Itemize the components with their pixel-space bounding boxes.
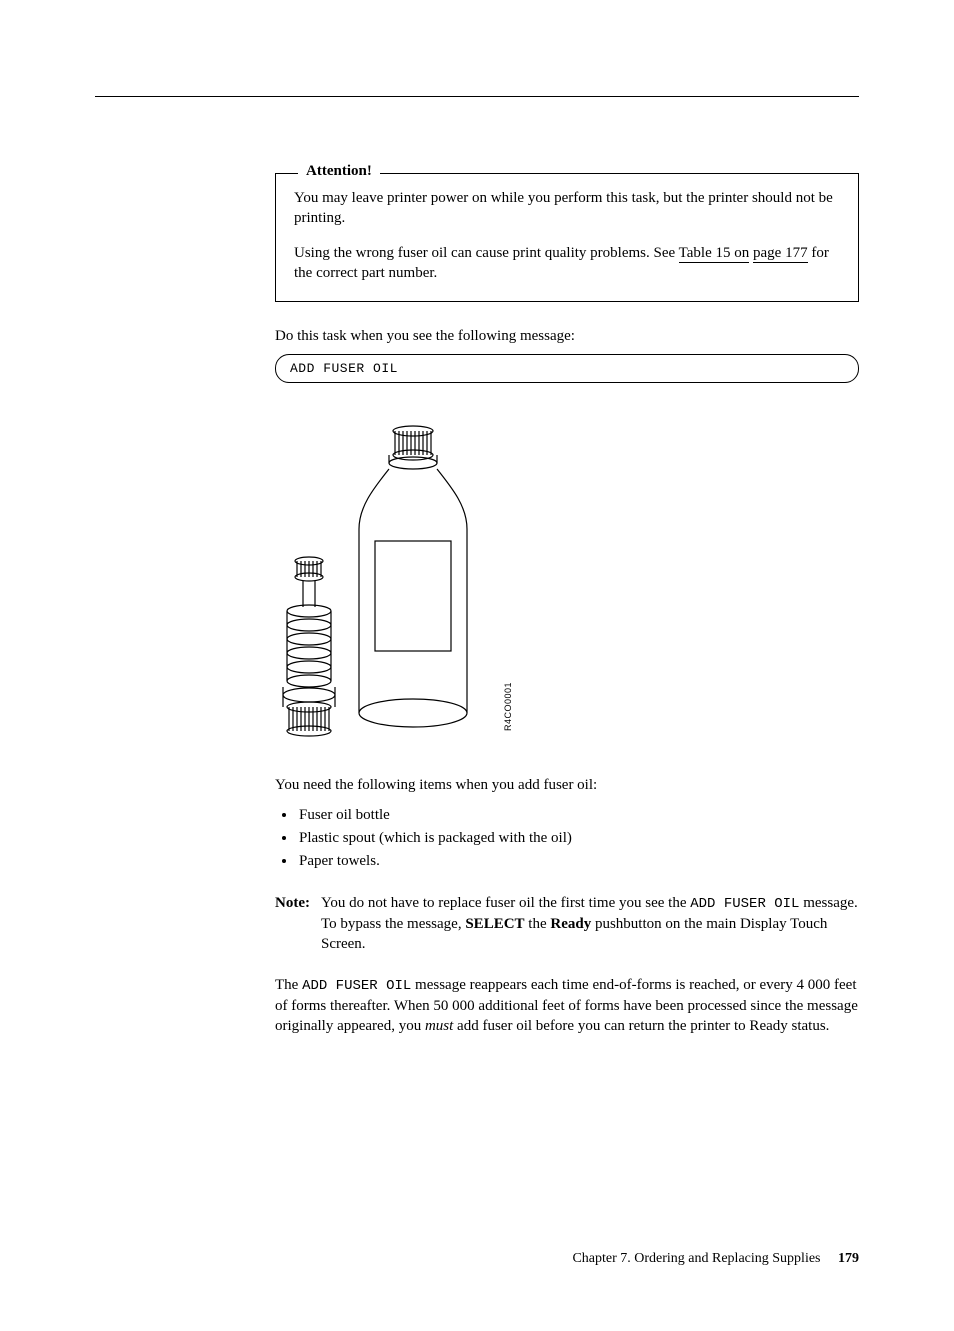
note-t3: the [525, 916, 551, 932]
note-body: You do not have to replace fuser oil the… [321, 893, 859, 954]
page: Attention! You may leave printer power o… [0, 96, 954, 1331]
message-bar: ADD FUSER OIL [275, 354, 859, 383]
list-item: Plastic spout (which is packaged with th… [297, 827, 859, 850]
items-list: Fuser oil bottle Plastic spout (which is… [275, 804, 859, 874]
note-label: Note: [275, 893, 321, 954]
attention-p2-pre: Using the wrong fuser oil can cause prin… [294, 245, 679, 261]
attention-p1: You may leave printer power on while you… [294, 188, 840, 229]
attention-link-1[interactable]: Table 15 on [679, 245, 750, 263]
footer-chapter: Chapter 7. Ordering and Replacing Suppli… [572, 1251, 820, 1266]
closing-t3: add fuser oil before you can return the … [453, 1018, 829, 1034]
note-t1: You do not have to replace fuser oil the… [321, 895, 690, 911]
attention-p2: Using the wrong fuser oil can cause prin… [294, 243, 840, 284]
bottle-spout-icon [275, 411, 505, 751]
closing-code1: ADD FUSER OIL [302, 978, 411, 994]
closing-paragraph: The ADD FUSER OIL message reappears each… [275, 975, 859, 1036]
content-area: Attention! You may leave printer power o… [275, 173, 859, 1036]
need-line: You need the following items when you ad… [275, 775, 859, 795]
closing-t1: The [275, 977, 302, 993]
note-bold1: SELECT [465, 916, 524, 932]
list-item: Paper towels. [297, 850, 859, 873]
figure-code: R4CO0001 [503, 682, 513, 731]
note-block: Note: You do not have to replace fuser o… [275, 893, 859, 954]
note-code1: ADD FUSER OIL [690, 896, 799, 912]
top-rule [95, 96, 859, 97]
attention-box: Attention! You may leave printer power o… [275, 173, 859, 302]
note-bold2: Ready [550, 916, 591, 932]
closing-ital: must [425, 1018, 453, 1034]
attention-link-2[interactable]: page 177 [753, 245, 808, 263]
list-item: Fuser oil bottle [297, 804, 859, 827]
fuser-oil-illustration: R4CO0001 [275, 411, 505, 751]
intro-text: Do this task when you see the following … [275, 326, 859, 346]
footer-page-number: 179 [838, 1251, 859, 1266]
attention-legend: Attention! [298, 163, 380, 180]
page-footer: Chapter 7. Ordering and Replacing Suppli… [572, 1251, 859, 1267]
